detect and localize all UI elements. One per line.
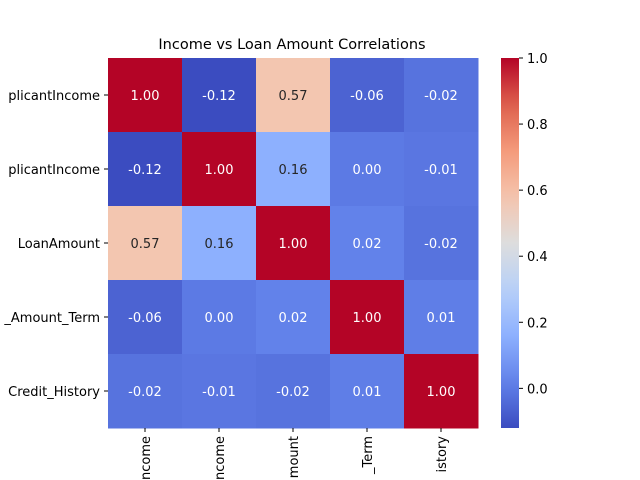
- heatmap-cell-r2-c2: [256, 206, 331, 281]
- heatmap-cell-r1-c0: [108, 132, 183, 207]
- cell-value-r1-c3: 0.00: [353, 163, 382, 178]
- heatmap-cell-r3-c2: [256, 280, 331, 355]
- row-label-0: plicantIncome: [8, 89, 100, 104]
- colorbar-tick-label-3: 0.6: [527, 184, 548, 199]
- heatmap-cell-r0-c1: [182, 58, 257, 133]
- cell-value-r3-c0: -0.06: [128, 311, 162, 326]
- colorbar: 0.0 0.2 0.4 0.6 0.8 1.0: [501, 52, 548, 428]
- heatmap-cell-r0-c2: [256, 58, 331, 133]
- heatmap-cell-r1-c4: [404, 132, 479, 207]
- col-label-4: istory: [435, 436, 450, 473]
- col-label-1: ncome: [213, 436, 228, 480]
- cell-value-r1-c2: 0.16: [279, 163, 308, 178]
- row-label-1: plicantIncome: [8, 163, 100, 178]
- col-label-0: ncome: [139, 436, 154, 480]
- column-labels: ncome ncome mount _Term istory: [139, 428, 450, 480]
- cell-value-r4-c1: -0.01: [202, 385, 236, 400]
- heatmap-cell-r1-c2: [256, 132, 331, 207]
- heatmap-cell-r2-c3: [330, 206, 405, 281]
- heatmap-cell-r3-c4: [404, 280, 479, 355]
- heatmap-cell-r3-c3: [330, 280, 405, 355]
- heatmap-cell-r0-c3: [330, 58, 405, 133]
- row-label-4: Credit_History: [8, 385, 100, 400]
- col-label-2: mount: [287, 436, 302, 478]
- cell-value-r2-c4: -0.02: [424, 237, 458, 252]
- heatmap-cell-r4-c4: [404, 354, 479, 429]
- cell-value-r3-c3: 1.00: [353, 311, 382, 326]
- chart-title: Income vs Loan Amount Correlations: [158, 37, 425, 53]
- heatmap-cell-r4-c2: [256, 354, 331, 429]
- cell-value-r4-c0: -0.02: [128, 385, 162, 400]
- colorbar-tick-label-1: 0.2: [527, 316, 548, 331]
- cell-value-r3-c4: 0.01: [427, 311, 456, 326]
- cell-value-r0-c3: -0.06: [350, 89, 384, 104]
- colorbar-tick-label-2: 0.4: [527, 250, 548, 265]
- heatmap-cell-r2-c4: [404, 206, 479, 281]
- heatmap-cell-r4-c3: [330, 354, 405, 429]
- cell-value-r3-c2: 0.02: [279, 311, 308, 326]
- cell-value-r4-c2: -0.02: [276, 385, 310, 400]
- heatmap-cell-r0-c0: [108, 58, 183, 133]
- cell-value-r1-c4: -0.01: [424, 163, 458, 178]
- cell-value-r0-c4: -0.02: [424, 89, 458, 104]
- heatmap-cells: 1.00 -0.12 0.57 -0.06 -0.02 -0.12 1.00 0.16 0.00…: [108, 58, 479, 429]
- row-labels: plicantIncome plicantIncome LoanAmount _Amo…: [3, 89, 108, 400]
- cell-value-r4-c3: 0.01: [353, 385, 382, 400]
- colorbar-tick-label-0: 0.0: [527, 382, 548, 397]
- heatmap-cell-r2-c0: [108, 206, 183, 281]
- cell-value-r0-c0: 1.00: [131, 89, 160, 104]
- cell-value-r3-c1: 0.00: [205, 311, 234, 326]
- cell-value-r1-c0: -0.12: [128, 163, 162, 178]
- cell-value-r1-c1: 1.00: [205, 163, 234, 178]
- row-label-2: LoanAmount: [18, 237, 100, 252]
- cell-value-r4-c4: 1.00: [427, 385, 456, 400]
- colorbar-tick-label-5: 1.0: [527, 52, 548, 67]
- cell-value-r2-c0: 0.57: [131, 237, 160, 252]
- heatmap-cell-r4-c1: [182, 354, 257, 429]
- cell-value-r2-c3: 0.02: [353, 237, 382, 252]
- heatmap-cell-r0-c4: [404, 58, 479, 133]
- colorbar-gradient: [501, 58, 519, 428]
- cell-value-r2-c1: 0.16: [205, 237, 234, 252]
- cell-value-r0-c1: -0.12: [202, 89, 236, 104]
- heatmap-cell-r1-c1: [182, 132, 257, 207]
- cell-value-r2-c2: 1.00: [279, 237, 308, 252]
- row-label-3: _Amount_Term: [3, 311, 100, 326]
- heatmap-cell-r3-c1: [182, 280, 257, 355]
- heatmap-cell-r4-c0: [108, 354, 183, 429]
- heatmap-cell-r3-c0: [108, 280, 183, 355]
- col-label-3: _Term: [361, 436, 376, 475]
- cell-value-r0-c2: 0.57: [279, 89, 308, 104]
- colorbar-tick-label-4: 0.8: [527, 118, 548, 133]
- heatmap-cell-r1-c3: [330, 132, 405, 207]
- heatmap-cell-r2-c1: [182, 206, 257, 281]
